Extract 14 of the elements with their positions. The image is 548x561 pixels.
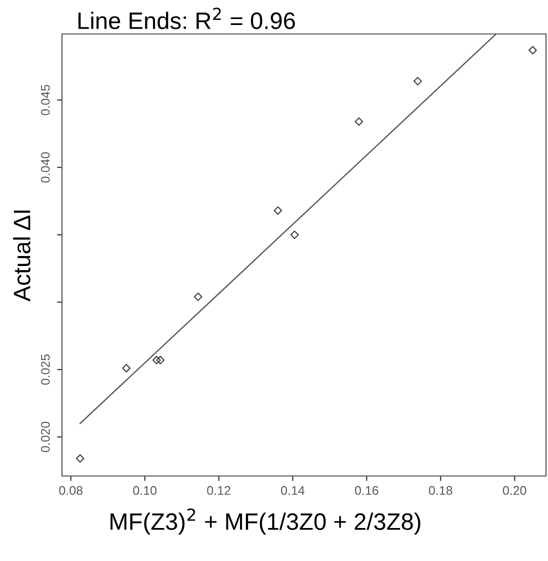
x-tick-label: 0.10 [133, 486, 156, 495]
x-tick-label: 0.16 [354, 486, 378, 495]
x-tick-label: 0.12 [207, 486, 230, 495]
x-tick-label: 0.14 [281, 486, 305, 495]
x-axis-title: MF(Z3)$^{2}$ + MF(1/3Z0 + 2/3Z8) [110, 508, 420, 535]
y-tick-label: 0.025 [40, 354, 50, 385]
y-axis-title: Actual ΔI [13, 210, 30, 302]
y-tick-label: 0.040 [40, 152, 50, 183]
chart-title: Line Ends: R$^{2}$ = 0.96 [78, 8, 295, 30]
x-tick-label: 0.20 [502, 486, 526, 495]
x-tick-label: 0.08 [59, 486, 82, 495]
y-tick-label: 0.020 [40, 422, 50, 452]
y-tick-label: 0.045 [40, 84, 50, 116]
x-tick-label: 0.18 [428, 486, 452, 495]
